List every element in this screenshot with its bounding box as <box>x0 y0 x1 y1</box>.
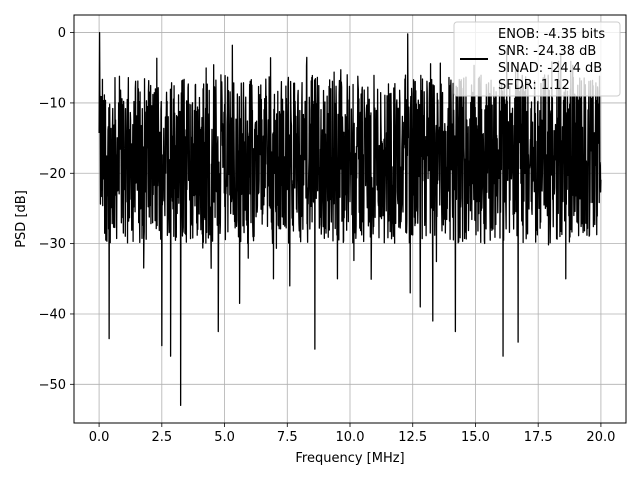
y-tick-label: −50 <box>39 378 66 393</box>
legend-entry-sfdr: SFDR: 1.12 <box>498 78 570 93</box>
x-tick-label: 5.0 <box>214 430 235 445</box>
legend: ENOB: -4.35 bits SNR: -24.38 dB SINAD: -… <box>453 21 621 97</box>
x-tick-label: 15.0 <box>461 430 490 445</box>
y-tick-label: −40 <box>39 307 66 322</box>
y-axis-ticks: 0 −10 −20 −30 −40 −50 <box>39 26 74 393</box>
psd-line <box>98 31 602 407</box>
x-tick-label: 10.0 <box>336 430 365 445</box>
x-tick-label: 0.0 <box>89 430 110 445</box>
y-tick-label: −30 <box>39 237 66 252</box>
x-axis-ticks: 0.0 2.5 5.0 7.5 10.0 12.5 15.0 17.5 20.0 <box>89 423 615 445</box>
y-tick-label: −20 <box>39 167 66 182</box>
y-tick-label: −10 <box>39 96 66 111</box>
x-axis-label: Frequency [MHz] <box>295 451 404 466</box>
x-tick-label: 7.5 <box>277 430 298 445</box>
y-axis-label: PSD [dB] <box>14 190 29 248</box>
x-tick-label: 2.5 <box>151 430 172 445</box>
y-tick-label: 0 <box>58 26 66 41</box>
legend-entry-sinad: SINAD: -24.4 dB <box>498 61 602 76</box>
legend-entry-snr: SNR: -24.38 dB <box>498 44 596 59</box>
legend-box <box>453 21 621 97</box>
psd-series <box>98 31 602 407</box>
x-tick-label: 20.0 <box>586 430 615 445</box>
legend-entry-enob: ENOB: -4.35 bits <box>498 27 605 42</box>
x-tick-label: 17.5 <box>524 430 553 445</box>
x-tick-label: 12.5 <box>398 430 427 445</box>
